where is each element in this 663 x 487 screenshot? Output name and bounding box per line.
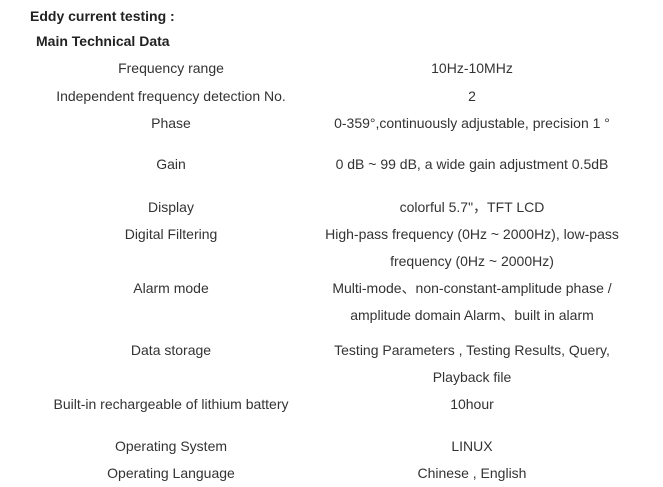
spec-label: Data storage (130, 342, 212, 358)
spec-value: colorful 5.7"，TFT LCD (399, 199, 545, 215)
spec-label: Display (148, 199, 194, 215)
spec-label: Alarm mode (133, 280, 209, 296)
spec-label: Operating System (114, 438, 228, 454)
spec-label: Operating Language (107, 465, 235, 481)
spec-label: Phase (151, 115, 191, 131)
spec-label: Built-in rechargeable of lithium battery (53, 396, 289, 412)
spec-value: LINUX (451, 438, 493, 454)
spec-label: Digital Filtering (124, 226, 218, 242)
spec-value: 10Hz-10MHz (431, 60, 513, 76)
section-heading: Eddy current testing : (30, 8, 175, 24)
spec-value: 0 dB ~ 99 dB, a wide gain adjustment 0.5… (335, 156, 609, 172)
spec-value: 10hour (450, 396, 494, 412)
spec-value: High-pass frequency (0Hz ~ 2000Hz), low-… (325, 226, 619, 269)
spec-label: Independent frequency detection No. (56, 88, 286, 104)
spec-label: Frequency range (118, 60, 224, 76)
section-subheading: Main Technical Data (36, 33, 170, 49)
spec-value: Chinese , English (417, 465, 527, 481)
spec-value: Multi-mode、non-constant-amplitude phase … (332, 280, 612, 323)
spec-value: 0-359°,continuously adjustable, precisio… (334, 115, 610, 131)
spec-value: Testing Parameters , Testing Results, Qu… (334, 342, 610, 385)
spec-value: 2 (468, 88, 476, 104)
spec-label: Gain (156, 156, 186, 172)
